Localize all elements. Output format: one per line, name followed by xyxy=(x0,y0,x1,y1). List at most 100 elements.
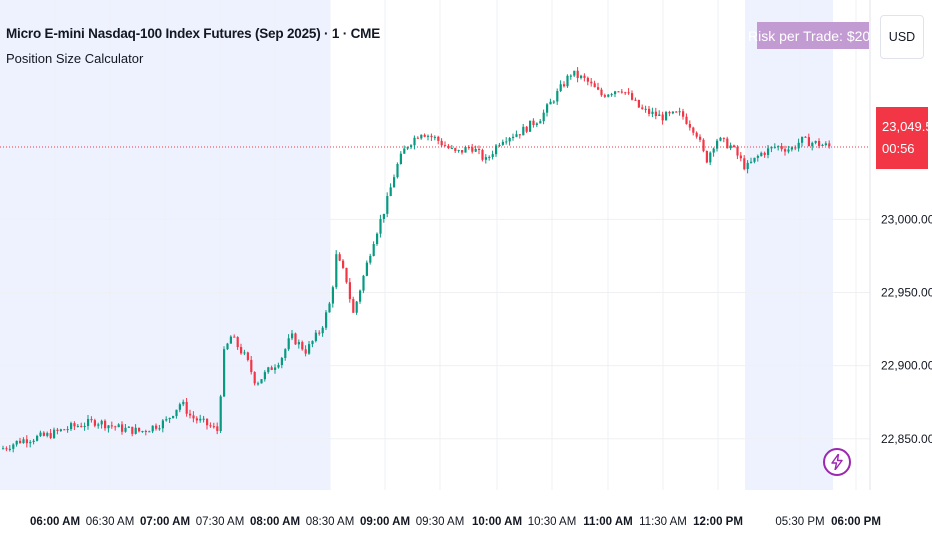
candle xyxy=(566,74,569,88)
candle xyxy=(498,142,501,148)
candle xyxy=(450,145,453,150)
candle xyxy=(2,445,5,450)
candle xyxy=(199,414,202,423)
currency-button[interactable]: USD xyxy=(880,15,924,59)
candle xyxy=(760,151,763,157)
candle xyxy=(359,289,362,304)
candle xyxy=(182,399,185,407)
candle xyxy=(546,102,549,117)
candle xyxy=(801,136,804,147)
candle xyxy=(512,133,515,141)
candle xyxy=(631,90,634,101)
candle xyxy=(773,143,776,149)
time-tick-label: 05:30 PM xyxy=(775,516,824,528)
bar-countdown: 00:56 xyxy=(882,141,915,156)
candle xyxy=(175,409,178,419)
candle xyxy=(257,381,260,386)
candle xyxy=(416,136,419,139)
candle xyxy=(556,88,559,105)
candle xyxy=(141,430,144,433)
candle xyxy=(117,423,120,428)
candle xyxy=(688,120,691,131)
candle xyxy=(352,296,355,313)
candle xyxy=(348,277,351,303)
candle xyxy=(127,426,130,428)
lightning-icon xyxy=(831,454,843,470)
candle xyxy=(617,91,620,93)
candle xyxy=(440,138,443,148)
candle xyxy=(478,145,481,155)
candle xyxy=(658,110,661,117)
time-tick-label: 11:30 AM xyxy=(639,516,687,528)
candle xyxy=(787,145,790,154)
candle xyxy=(212,422,215,429)
candle xyxy=(73,421,76,431)
candle xyxy=(243,349,246,356)
candle xyxy=(495,143,498,157)
candle xyxy=(229,335,232,344)
session-bands xyxy=(0,0,833,490)
session-band-late xyxy=(745,0,833,490)
candle xyxy=(410,144,413,150)
risk-per-trade-badge: Risk per Trade: $200 xyxy=(748,22,878,49)
time-tick-label: 10:00 AM xyxy=(472,516,522,528)
candle xyxy=(651,107,654,118)
candle xyxy=(811,141,814,151)
candle xyxy=(573,70,576,78)
candle xyxy=(447,144,450,150)
candle xyxy=(158,424,161,431)
candle xyxy=(36,434,39,442)
candle xyxy=(539,119,542,124)
candle xyxy=(824,141,827,147)
candle xyxy=(178,402,181,413)
chart-legend: Micro E-mini Nasdaq-100 Index Futures (S… xyxy=(6,26,380,66)
candle xyxy=(733,144,736,148)
candle xyxy=(32,438,35,445)
indicator-label[interactable]: Position Size Calculator xyxy=(6,51,144,66)
candle xyxy=(42,431,45,437)
candle xyxy=(76,424,79,428)
candle xyxy=(661,111,664,125)
candle xyxy=(430,133,433,141)
candle xyxy=(461,150,464,155)
candle xyxy=(576,67,579,83)
candle xyxy=(532,118,535,128)
candle xyxy=(263,370,266,382)
price-axis[interactable]: 22,850.00 22,900.00 22,950.00 23,000.00 xyxy=(881,212,932,445)
candle xyxy=(301,340,304,351)
candle xyxy=(467,145,470,150)
candle xyxy=(709,151,712,166)
candle xyxy=(311,340,314,348)
last-price-value: 23,049.50 xyxy=(882,119,932,134)
time-tick-label: 07:00 AM xyxy=(140,516,190,528)
lightning-button[interactable] xyxy=(823,448,851,476)
candle xyxy=(828,140,831,149)
candle xyxy=(5,446,8,452)
candle xyxy=(134,424,137,435)
candle xyxy=(46,431,49,438)
candle xyxy=(318,330,321,336)
candle xyxy=(335,250,338,290)
candle xyxy=(19,437,22,444)
candle xyxy=(746,160,749,174)
candle xyxy=(246,351,249,362)
candle xyxy=(433,135,436,141)
candle xyxy=(508,136,511,146)
candle xyxy=(104,419,107,431)
time-axis[interactable]: 06:00 AM 06:30 AM 07:00 AM 07:30 AM 08:00 AM… xyxy=(30,516,881,528)
candle xyxy=(362,274,365,294)
candle xyxy=(365,260,368,277)
candle xyxy=(610,92,613,97)
candle xyxy=(420,134,423,140)
candle xyxy=(767,144,770,159)
candle xyxy=(423,133,426,138)
candle xyxy=(569,74,572,80)
candle xyxy=(549,98,552,105)
candle xyxy=(107,425,110,433)
candle xyxy=(287,334,290,351)
candle xyxy=(529,120,532,132)
candle xyxy=(474,145,477,153)
candle xyxy=(675,111,678,113)
chart-title[interactable]: Micro E-mini Nasdaq-100 Index Futures (S… xyxy=(6,26,380,41)
